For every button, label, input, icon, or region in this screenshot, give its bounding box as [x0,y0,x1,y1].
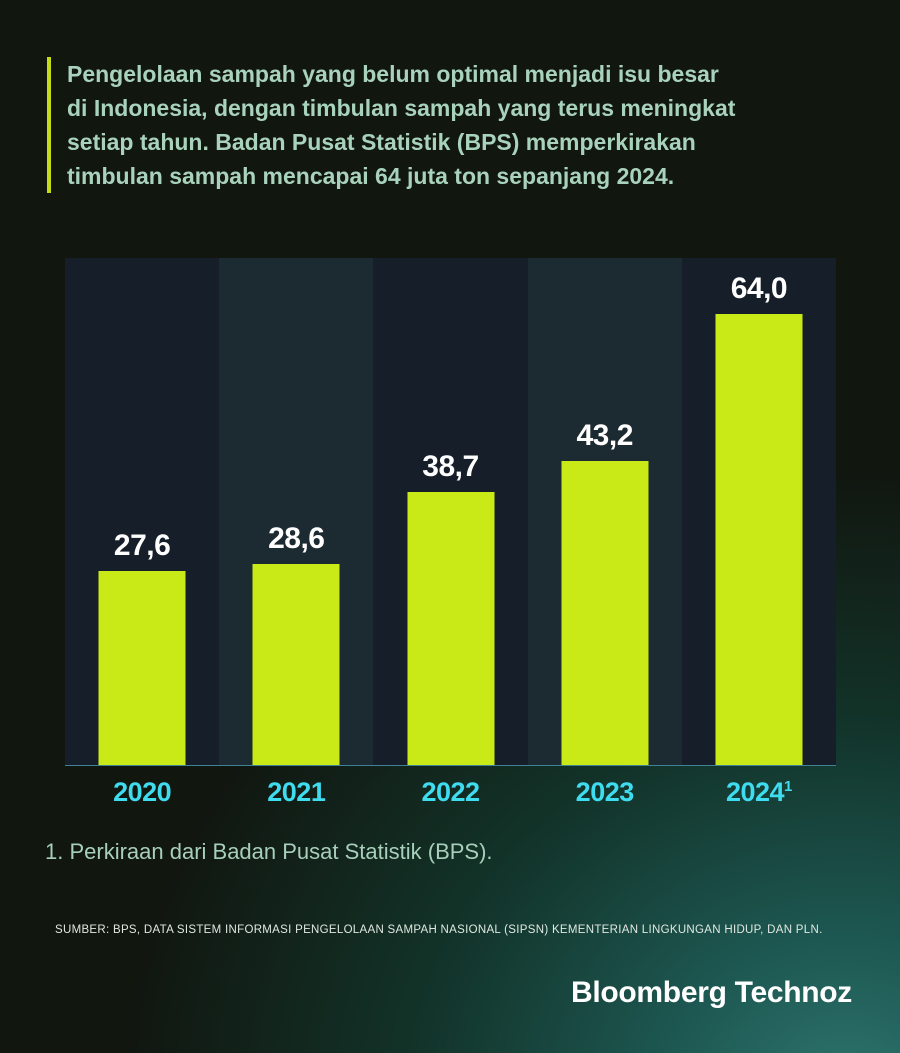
chart-column-2023: 43,2 [527,258,682,765]
headline-line: timbulan sampah mencapai 64 juta ton sep… [67,163,675,189]
bar-2022 [407,492,494,765]
chart-column-2024: 64,0 [681,258,837,765]
bloomberg-technoz-logo: Bloomberg Technoz [570,976,852,1009]
x-axis-label-2020: 2020 [113,777,172,807]
bar-value-label-2022: 38,7 [422,450,479,483]
headline-line: setiap tahun. Badan Pusat Statistik (BPS… [67,129,696,155]
chart-column-2020: 27,6 [65,258,220,765]
bar-2024 [715,314,803,765]
bar-value-label-2023: 43,2 [576,419,634,452]
bar-2020 [98,571,186,765]
bar-value-label-2020: 27,6 [113,529,171,562]
source-attribution: SUMBER: BPS, DATA SISTEM INFORMASI PENGE… [55,924,823,936]
headline-line: Pengelolaan sampah yang belum optimal me… [67,61,719,87]
chart-column-2022: 38,7 [373,258,528,765]
chart-column-2021: 28,6 [219,258,374,765]
x-axis-label-2023: 2023 [575,777,635,807]
chart-footnote: 1. Perkiraan dari Badan Pusat Statistik … [45,839,493,864]
x-axis-label-2024: 20241 [725,777,792,807]
headline-line: di Indonesia, dengan timbulan sampah yan… [67,95,736,121]
bar-2021 [252,564,340,765]
x-axis-label-2022: 2022 [421,777,480,807]
x-axis-label-2021: 2021 [267,777,326,807]
footnote-marker: 1 [784,778,792,795]
x-axis-labels: 2020 2021 2022 2023 20241 [65,777,836,808]
bar-value-label-2024: 64,0 [730,272,788,305]
bar-value-label-2021: 28,6 [268,522,325,555]
bar-2023 [561,461,649,765]
headline: Pengelolaan sampah yang belum optimal me… [47,57,807,193]
bar-chart: 27,6 28,6 38,7 43,2 64,0 [65,258,837,766]
x-axis-line [65,764,836,766]
